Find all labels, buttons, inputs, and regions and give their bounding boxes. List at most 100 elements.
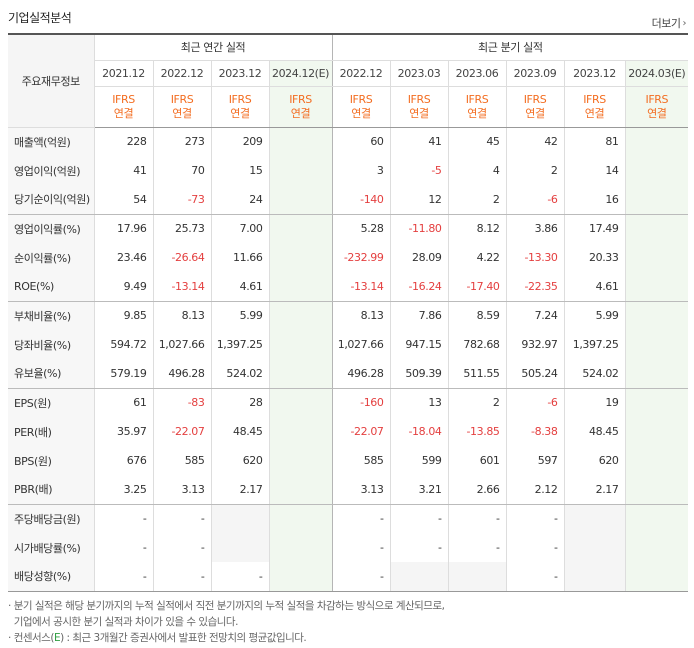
table-cell: 45 xyxy=(447,127,507,156)
table-row: 영업이익률(%) 17.96 25.73 7.00 5.28 -11.80 8.12 3.86… xyxy=(8,214,689,243)
table-cell xyxy=(268,504,333,533)
table-cell: 70 xyxy=(152,156,211,185)
standard-line1: IFRS xyxy=(407,92,431,106)
table-cell: 579.19 xyxy=(93,359,153,389)
table-cell: - xyxy=(505,562,565,592)
table-cell: - xyxy=(389,533,449,562)
table-cell: 4 xyxy=(447,156,507,185)
more-link[interactable]: 더보기 › xyxy=(652,15,687,31)
table-cell: 524.02 xyxy=(563,359,626,389)
table-cell xyxy=(563,504,626,533)
standard-cell: IFRS 연결 xyxy=(505,86,565,128)
table-cell xyxy=(389,562,449,592)
standard-cell: IFRS 연결 xyxy=(447,86,507,128)
table-cell xyxy=(624,272,689,302)
table-cell xyxy=(268,446,333,475)
table-cell: 594.72 xyxy=(93,330,153,359)
table-cell xyxy=(624,156,689,185)
table-cell xyxy=(268,156,333,185)
table-cell: 12 xyxy=(389,185,449,215)
table-cell: 54 xyxy=(93,185,153,215)
table-row: 유보율(%) 579.19 496.28 524.02 496.28 509.39 511.… xyxy=(8,359,689,389)
table-cell: 620 xyxy=(210,446,269,475)
table-row: BPS(원) 676 585 620 585 599 601 597 620 xyxy=(8,446,689,475)
table-cell xyxy=(268,127,333,156)
table-cell xyxy=(563,562,626,592)
table-cell: 2.66 xyxy=(447,475,507,505)
table-cell: 676 xyxy=(93,446,153,475)
standard-line1: IFRS xyxy=(349,92,373,106)
row-label: 영업이익률(%) xyxy=(8,214,94,243)
table-cell: -6 xyxy=(505,185,565,215)
standard-line1: IFRS xyxy=(645,92,669,106)
table-cell: 509.39 xyxy=(389,359,449,389)
table-cell xyxy=(210,533,269,562)
table-cell: -160 xyxy=(331,388,391,417)
table-row: 부채비율(%) 9.85 8.13 5.99 8.13 7.86 8.59 7.24 5.99 xyxy=(8,301,689,330)
table-cell: 2.12 xyxy=(505,475,565,505)
standard-line1: IFRS xyxy=(583,92,606,106)
table-cell: 599 xyxy=(389,446,449,475)
standard-cell: IFRS 연결 xyxy=(624,86,689,128)
table-cell: -6 xyxy=(505,388,565,417)
table-row: PER(배) 35.97 -22.07 48.45 -22.07 -18.04 -13.85… xyxy=(8,417,689,446)
table-cell: 5.99 xyxy=(210,301,269,330)
annual-header: 최근 연간 실적 xyxy=(93,33,333,61)
table-cell: - xyxy=(331,504,391,533)
table-cell: -17.40 xyxy=(447,272,507,302)
row-label: EPS(원) xyxy=(8,388,94,417)
financial-table: 주요재무정보 최근 연간 실적 최근 분기 실적 2021.12 2022.12 2… xyxy=(8,33,689,592)
table-cell: 16 xyxy=(563,185,626,215)
table-cell xyxy=(624,417,689,446)
table-cell: -8.38 xyxy=(505,417,565,446)
table-cell: 524.02 xyxy=(210,359,269,389)
table-cell: - xyxy=(505,533,565,562)
row-label: ROE(%) xyxy=(8,272,94,302)
table-cell: - xyxy=(210,562,269,592)
table-cell: 2.17 xyxy=(210,475,269,505)
table-cell: 3 xyxy=(331,156,391,185)
standard-cell: IFRS 연결 xyxy=(152,86,211,128)
standard-line1: IFRS xyxy=(112,92,135,106)
table-cell xyxy=(268,359,333,389)
table-cell: 20.33 xyxy=(563,243,626,272)
table-cell xyxy=(268,272,333,302)
table-cell xyxy=(268,417,333,446)
table-cell xyxy=(268,562,333,592)
table-cell: 5.28 xyxy=(331,214,391,243)
table-cell: -22.07 xyxy=(331,417,391,446)
table-cell: 7.86 xyxy=(389,301,449,330)
table-cell xyxy=(624,533,689,562)
table-cell: -83 xyxy=(152,388,211,417)
row-label: 당좌비율(%) xyxy=(8,330,94,359)
table-cell: 81 xyxy=(563,127,626,156)
standard-line2: 연결 xyxy=(351,106,371,120)
table-cell xyxy=(624,504,689,533)
table-cell xyxy=(624,301,689,330)
table-cell xyxy=(624,475,689,505)
table-cell: - xyxy=(152,562,211,592)
table-cell xyxy=(268,330,333,359)
table-cell xyxy=(624,243,689,272)
row-label: 유보율(%) xyxy=(8,359,94,389)
period-header: 2023.03 xyxy=(389,60,449,87)
standard-cell: IFRS 연결 xyxy=(268,86,333,128)
table-cell: -232.99 xyxy=(331,243,391,272)
table-cell: 1,027.66 xyxy=(331,330,391,359)
corner-header: 주요재무정보 xyxy=(8,33,94,128)
row-label: 영업이익(억원) xyxy=(8,156,94,185)
table-cell: 9.85 xyxy=(93,301,153,330)
table-row: 매출액(억원) 228 273 209 60 41 45 42 81 xyxy=(8,127,689,156)
table-cell: 19 xyxy=(563,388,626,417)
table-cell: 8.13 xyxy=(152,301,211,330)
table-cell: - xyxy=(447,533,507,562)
table-cell: 3.25 xyxy=(93,475,153,505)
row-label: 주당배당금(원) xyxy=(8,504,94,533)
standard-line2: 연결 xyxy=(409,106,429,120)
note-3: · 컨센서스(E) : 최근 3개월간 증권사에서 발표한 전망치의 평균값입니… xyxy=(8,632,307,644)
table-cell: -140 xyxy=(331,185,391,215)
table-cell: -22.35 xyxy=(505,272,565,302)
table-cell: 601 xyxy=(447,446,507,475)
standard-cell: IFRS 연결 xyxy=(389,86,449,128)
table-cell: -16.24 xyxy=(389,272,449,302)
